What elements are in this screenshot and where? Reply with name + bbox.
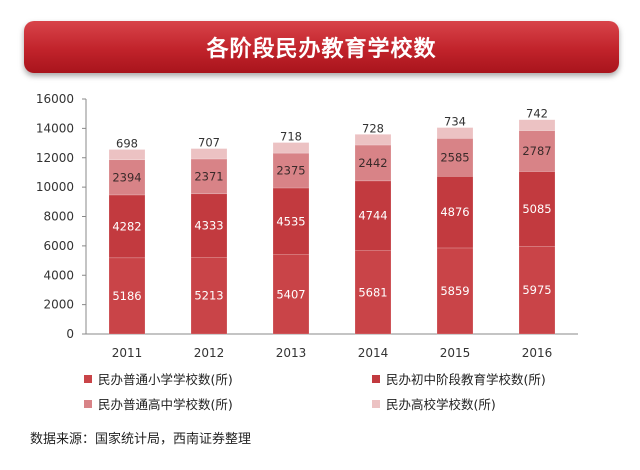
data-label: 5085 [522,202,551,216]
bar-segment [108,149,146,161]
y-tick-label: 2000 [43,298,74,312]
x-tick-label: 2011 [112,346,143,360]
chart-title: 各阶段民办教育学校数 [206,37,437,62]
data-label: 2442 [358,156,387,170]
y-tick-label: 8000 [43,210,74,224]
data-label: 2371 [194,169,223,183]
data-label: 4535 [276,214,305,228]
data-label: 5975 [522,283,551,297]
legend-label-primary: 民办普通小学学校数(所) [98,372,233,387]
legend-item-senior: 民办普通高中学校数(所) [84,394,233,413]
bar-segment [272,187,310,255]
legend-item-junior: 民办初中阶段教育学校数(所) [372,369,546,388]
data-label: 2375 [276,164,305,178]
x-tick-label: 2012 [194,346,225,360]
y-tick-label: 14000 [36,121,74,135]
data-label: 4876 [440,205,469,219]
data-label: 707 [198,136,220,150]
bar-segment [436,127,474,139]
bar-segment [108,159,146,196]
data-label: 4744 [358,209,387,223]
data-label: 5213 [194,289,223,303]
source-note: 数据来源：国家统计局，西南证券整理 [30,432,252,447]
data-label: 5859 [440,284,469,298]
legend-label-college: 民办高校学校数(所) [386,397,496,412]
bar-segment [190,193,228,258]
legend-swatch-senior [84,399,92,408]
data-label: 728 [362,121,384,135]
x-tick-label: 2016 [522,346,553,360]
data-label: 698 [116,137,138,151]
bar-segment [108,194,146,259]
bar-segment [190,158,228,195]
bar-segment [436,247,474,335]
data-label: 5407 [276,287,305,301]
data-label: 718 [280,130,302,144]
data-label: 5186 [112,289,141,303]
bar-segment [272,142,310,154]
bar-segment [272,152,310,189]
bar-segment [518,171,556,247]
data-label: 734 [444,115,466,129]
bar-segment [272,254,310,335]
bar-segment [108,257,146,335]
data-label: 742 [526,107,548,121]
legend-swatch-college [372,399,380,408]
bar-segment [354,250,392,335]
data-label: 2787 [522,144,551,158]
legend-item-college: 民办高校学校数(所) [372,394,496,413]
y-tick-label: 10000 [36,180,74,194]
y-tick-label: 16000 [36,92,74,106]
y-tick-label: 4000 [43,268,74,282]
data-label: 4282 [112,219,141,233]
bar-segment [190,148,228,160]
data-label: 2394 [112,170,141,184]
x-tick-label: 2015 [440,346,471,360]
bar-segment [518,245,556,335]
data-label: 2585 [440,150,469,164]
bar-segment [354,134,392,146]
legend-swatch-primary [84,374,92,383]
title-banner: 各阶段民办教育学校数 [24,21,619,73]
x-tick-label: 2013 [276,346,307,360]
x-tick-label: 2014 [358,346,389,360]
data-label: 4333 [194,219,223,233]
legend-label-junior: 民办初中阶段教育学校数(所) [386,372,546,387]
data-label: 5681 [358,285,387,299]
y-tick-label: 6000 [43,239,74,253]
legend-item-primary: 民办普通小学学校数(所) [84,369,233,388]
legend-label-senior: 民办普通高中学校数(所) [98,397,233,412]
y-tick-label: 12000 [36,151,74,165]
bar-segment [354,144,392,182]
legend-swatch-junior [372,374,380,383]
bar-segment [518,119,556,131]
bar-segment [190,257,228,335]
y-tick-label: 0 [66,327,74,341]
